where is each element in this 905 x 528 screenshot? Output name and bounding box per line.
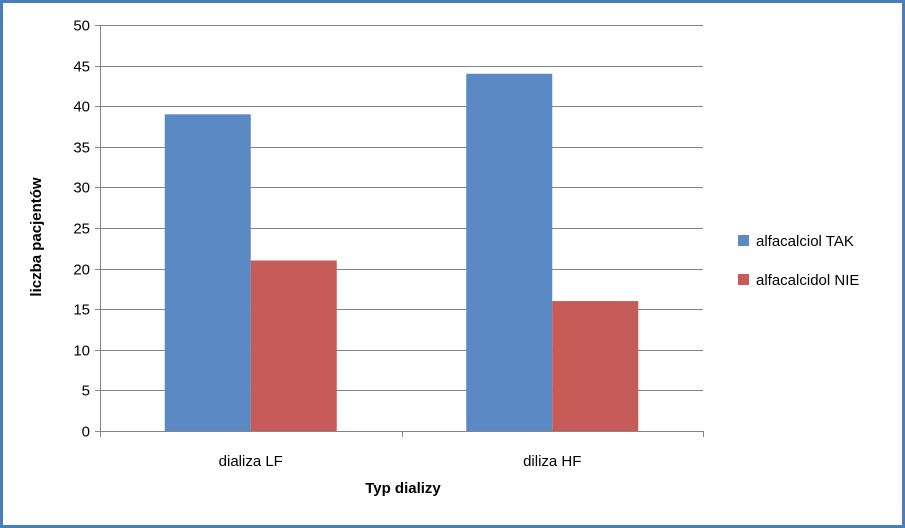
- bars: [164, 73, 639, 431]
- y-tick-label: 0: [82, 424, 90, 441]
- y-tick-label: 35: [73, 140, 90, 157]
- legend-label-tak: alfacalciol TAK: [756, 233, 854, 250]
- axes: [95, 25, 704, 437]
- x-tick-label: diliza HF: [523, 453, 581, 470]
- x-tick-label: dializa LF: [219, 453, 283, 470]
- y-tick-label: 50: [73, 18, 90, 35]
- legend: alfacalciol TAK alfacalcidol NIE: [738, 233, 859, 289]
- y-tick-label: 20: [73, 262, 90, 279]
- y-tick-labels: 0 5 10 15 20 25 30 35 40 45 50: [73, 18, 90, 441]
- bar-tak-2: [466, 73, 553, 431]
- y-tick-label: 15: [73, 302, 90, 319]
- y-tick-label: 10: [73, 343, 90, 360]
- y-axis-title: liczba pacjentów: [28, 177, 45, 297]
- legend-swatch-nie: [738, 274, 749, 285]
- bar-nie-2: [552, 301, 639, 431]
- x-tick-labels: dializa LF diliza HF: [219, 453, 582, 470]
- bar-nie-1: [250, 260, 337, 431]
- legend-label-nie: alfacalcidol NIE: [756, 272, 859, 289]
- legend-swatch-tak: [738, 235, 749, 246]
- y-tick-label: 45: [73, 59, 90, 76]
- bar-tak-1: [164, 114, 251, 431]
- y-tick-label: 5: [82, 383, 90, 400]
- y-tick-label: 40: [73, 99, 90, 116]
- bar-chart: 0 5 10 15 20 25 30 35 40 45 50 dializa LF diliza HF…: [28, 18, 859, 498]
- y-tick-label: 25: [73, 221, 90, 238]
- y-tick-label: 30: [73, 180, 90, 197]
- x-axis-title: Typ dializy: [365, 480, 441, 497]
